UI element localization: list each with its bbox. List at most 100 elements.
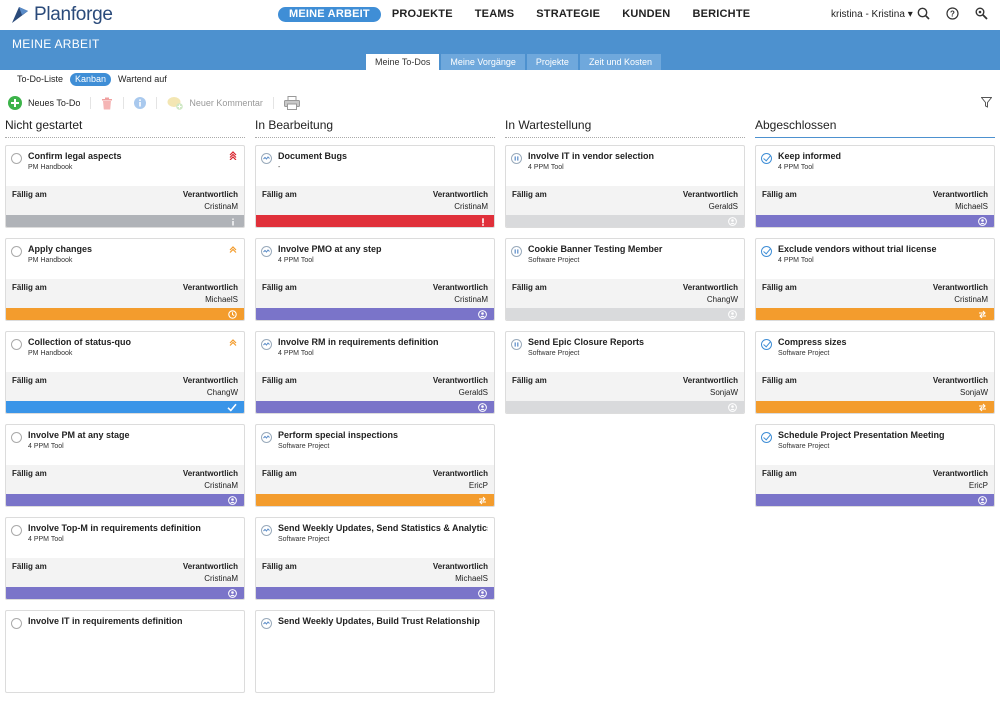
card-header: Involve IT in requirements definition — [6, 611, 244, 651]
todo-card[interactable]: Apply changes PM Handbook Fällig am Verantw… — [5, 238, 245, 321]
todo-card[interactable]: Confirm legal aspects PM Handbook Fällig a… — [5, 145, 245, 228]
not-started-icon[interactable] — [11, 153, 22, 164]
paused-icon[interactable] — [511, 339, 522, 350]
view-waiting-for[interactable]: Wartend auf — [118, 74, 167, 84]
tab-zeit-und-kosten[interactable]: Zeit und Kosten — [579, 54, 661, 70]
todo-card[interactable]: Keep informed 4 PPM Tool Fällig am Verantwo… — [755, 145, 995, 228]
card-meta: Fällig am Verantwortlich CristinaM — [256, 186, 494, 215]
filter-icon[interactable] — [980, 97, 993, 111]
owner-label: Verantwortlich — [182, 190, 238, 199]
todo-card[interactable]: Send Weekly Updates, Send Statistics & A… — [255, 517, 495, 600]
view-kanban[interactable]: Kanban — [70, 73, 112, 86]
tab-meine-todos[interactable]: Meine To-Dos — [366, 54, 440, 70]
todo-card[interactable]: Schedule Project Presentation Meeting Sof… — [755, 424, 995, 507]
nav-berichte[interactable]: BERICHTE — [692, 8, 751, 20]
card-title[interactable]: Apply changes — [28, 244, 93, 254]
due-label: Fällig am — [12, 376, 47, 385]
search-icon[interactable] — [917, 7, 930, 20]
card-title[interactable]: Send Weekly Updates, Send Statistics & A… — [278, 523, 488, 533]
owner-label: Verantwortlich — [682, 376, 738, 385]
todo-card[interactable]: Involve PMO at any step 4 PPM Tool Fällig … — [255, 238, 495, 321]
nav-teams[interactable]: TEAMS — [474, 8, 515, 20]
transfer-icon — [478, 496, 487, 506]
card-title[interactable]: Involve RM in requirements definition — [278, 337, 439, 347]
todo-card[interactable]: Send Weekly Updates, Build Trust Relatio… — [255, 610, 495, 693]
todo-card[interactable]: Involve PM at any stage 4 PPM Tool Fällig … — [5, 424, 245, 507]
todo-card[interactable]: Cookie Banner Testing Member Software Pro… — [505, 238, 745, 321]
card-project: PM Handbook — [28, 257, 73, 264]
app-logo[interactable]: Planforge — [10, 4, 113, 26]
kanban-column: Abgeschlossen Keep informed 4 PPM Tool Fäll… — [755, 118, 995, 703]
todo-card[interactable]: Involve RM in requirements definition 4 P… — [255, 331, 495, 414]
card-title[interactable]: Involve IT in vendor selection — [528, 151, 655, 161]
user-menu[interactable]: kristina - Kristina ▾ — [831, 9, 913, 20]
card-header: Schedule Project Presentation Meeting Sof… — [756, 425, 994, 465]
print-button[interactable] — [283, 96, 300, 110]
not-started-icon[interactable] — [11, 432, 22, 443]
person-icon — [728, 310, 737, 320]
todo-card[interactable]: Involve IT in vendor selection 4 PPM Tool… — [505, 145, 745, 228]
page-title: MEINE ARBEIT — [12, 37, 100, 51]
todo-card[interactable]: Compress sizes Software Project Fällig am V… — [755, 331, 995, 414]
card-title[interactable]: Involve PMO at any step — [278, 244, 382, 254]
card-header: Exclude vendors without trial license 4 P… — [756, 239, 994, 279]
todo-card[interactable]: Document Bugs - Fällig am Verantwortlich Cri… — [255, 145, 495, 228]
card-title[interactable]: Cookie Banner Testing Member — [528, 244, 663, 254]
info-button[interactable] — [134, 97, 147, 109]
in-progress-icon[interactable] — [261, 153, 272, 164]
in-progress-icon[interactable] — [261, 432, 272, 443]
card-title[interactable]: Perform special inspections — [278, 430, 399, 440]
completed-icon[interactable] — [761, 339, 772, 350]
completed-icon[interactable] — [761, 246, 772, 257]
tab-meine-vorgaenge[interactable]: Meine Vorgänge — [441, 54, 525, 70]
card-title[interactable]: Schedule Project Presentation Meeting — [778, 430, 945, 440]
not-started-icon[interactable] — [11, 246, 22, 257]
in-progress-icon[interactable] — [261, 339, 272, 350]
todo-card[interactable]: Involve IT in requirements definition — [5, 610, 245, 693]
todo-card[interactable]: Collection of status-quo PM Handbook Fälli… — [5, 331, 245, 414]
card-title[interactable]: Send Weekly Updates, Build Trust Relatio… — [278, 616, 480, 626]
card-title[interactable]: Exclude vendors without trial license — [778, 244, 937, 254]
card-project: 4 PPM Tool — [778, 164, 814, 171]
paused-icon[interactable] — [511, 246, 522, 257]
new-comment-button[interactable]: Neuer Kommentar — [167, 96, 263, 110]
completed-icon[interactable] — [761, 153, 772, 164]
in-progress-icon[interactable] — [261, 246, 272, 257]
card-title[interactable]: Send Epic Closure Reports — [528, 337, 645, 347]
not-started-icon[interactable] — [11, 339, 22, 350]
paused-icon[interactable] — [511, 153, 522, 164]
tab-projekte[interactable]: Projekte — [526, 54, 578, 70]
nav-projekte[interactable]: PROJEKTE — [391, 8, 453, 20]
in-progress-icon[interactable] — [261, 525, 272, 536]
card-status-bar — [6, 215, 244, 227]
nav-kunden[interactable]: KUNDEN — [622, 8, 671, 20]
card-title[interactable]: Keep informed — [778, 151, 842, 161]
card-title[interactable]: Compress sizes — [778, 337, 847, 347]
nav-strategie[interactable]: STRATEGIE — [536, 8, 601, 20]
card-project: 4 PPM Tool — [278, 257, 314, 264]
view-todo-list[interactable]: To-Do-Liste — [17, 74, 64, 84]
card-title[interactable]: Involve Top-M in requirements definition — [28, 523, 201, 533]
new-comment-label: Neuer Kommentar — [189, 98, 263, 108]
not-started-icon[interactable] — [11, 618, 22, 629]
card-title[interactable]: Involve IT in requirements definition — [28, 616, 183, 626]
owner-name: CristinaM — [204, 481, 238, 490]
card-title[interactable]: Involve PM at any stage — [28, 430, 130, 440]
todo-card[interactable]: Send Epic Closure Reports Software Projec… — [505, 331, 745, 414]
main-nav: MEINE ARBEIT PROJEKTE TEAMS STRATEGIE KU… — [278, 7, 761, 22]
not-started-icon[interactable] — [11, 525, 22, 536]
help-icon[interactable]: ? — [946, 7, 959, 20]
todo-card[interactable]: Exclude vendors without trial license 4 P… — [755, 238, 995, 321]
in-progress-icon[interactable] — [261, 618, 272, 629]
advanced-search-icon[interactable] — [975, 7, 988, 20]
todo-card[interactable]: Involve Top-M in requirements definition… — [5, 517, 245, 600]
nav-meine-arbeit[interactable]: MEINE ARBEIT — [278, 7, 381, 22]
card-title[interactable]: Confirm legal aspects — [28, 151, 122, 161]
completed-icon[interactable] — [761, 432, 772, 443]
card-meta: Fällig am Verantwortlich CristinaM — [6, 186, 244, 215]
delete-button[interactable] — [101, 97, 113, 110]
card-title[interactable]: Document Bugs — [278, 151, 348, 161]
card-title[interactable]: Collection of status-quo — [28, 337, 131, 347]
todo-card[interactable]: Perform special inspections Software Proj… — [255, 424, 495, 507]
new-todo-button[interactable]: Neues To-Do — [8, 96, 80, 110]
